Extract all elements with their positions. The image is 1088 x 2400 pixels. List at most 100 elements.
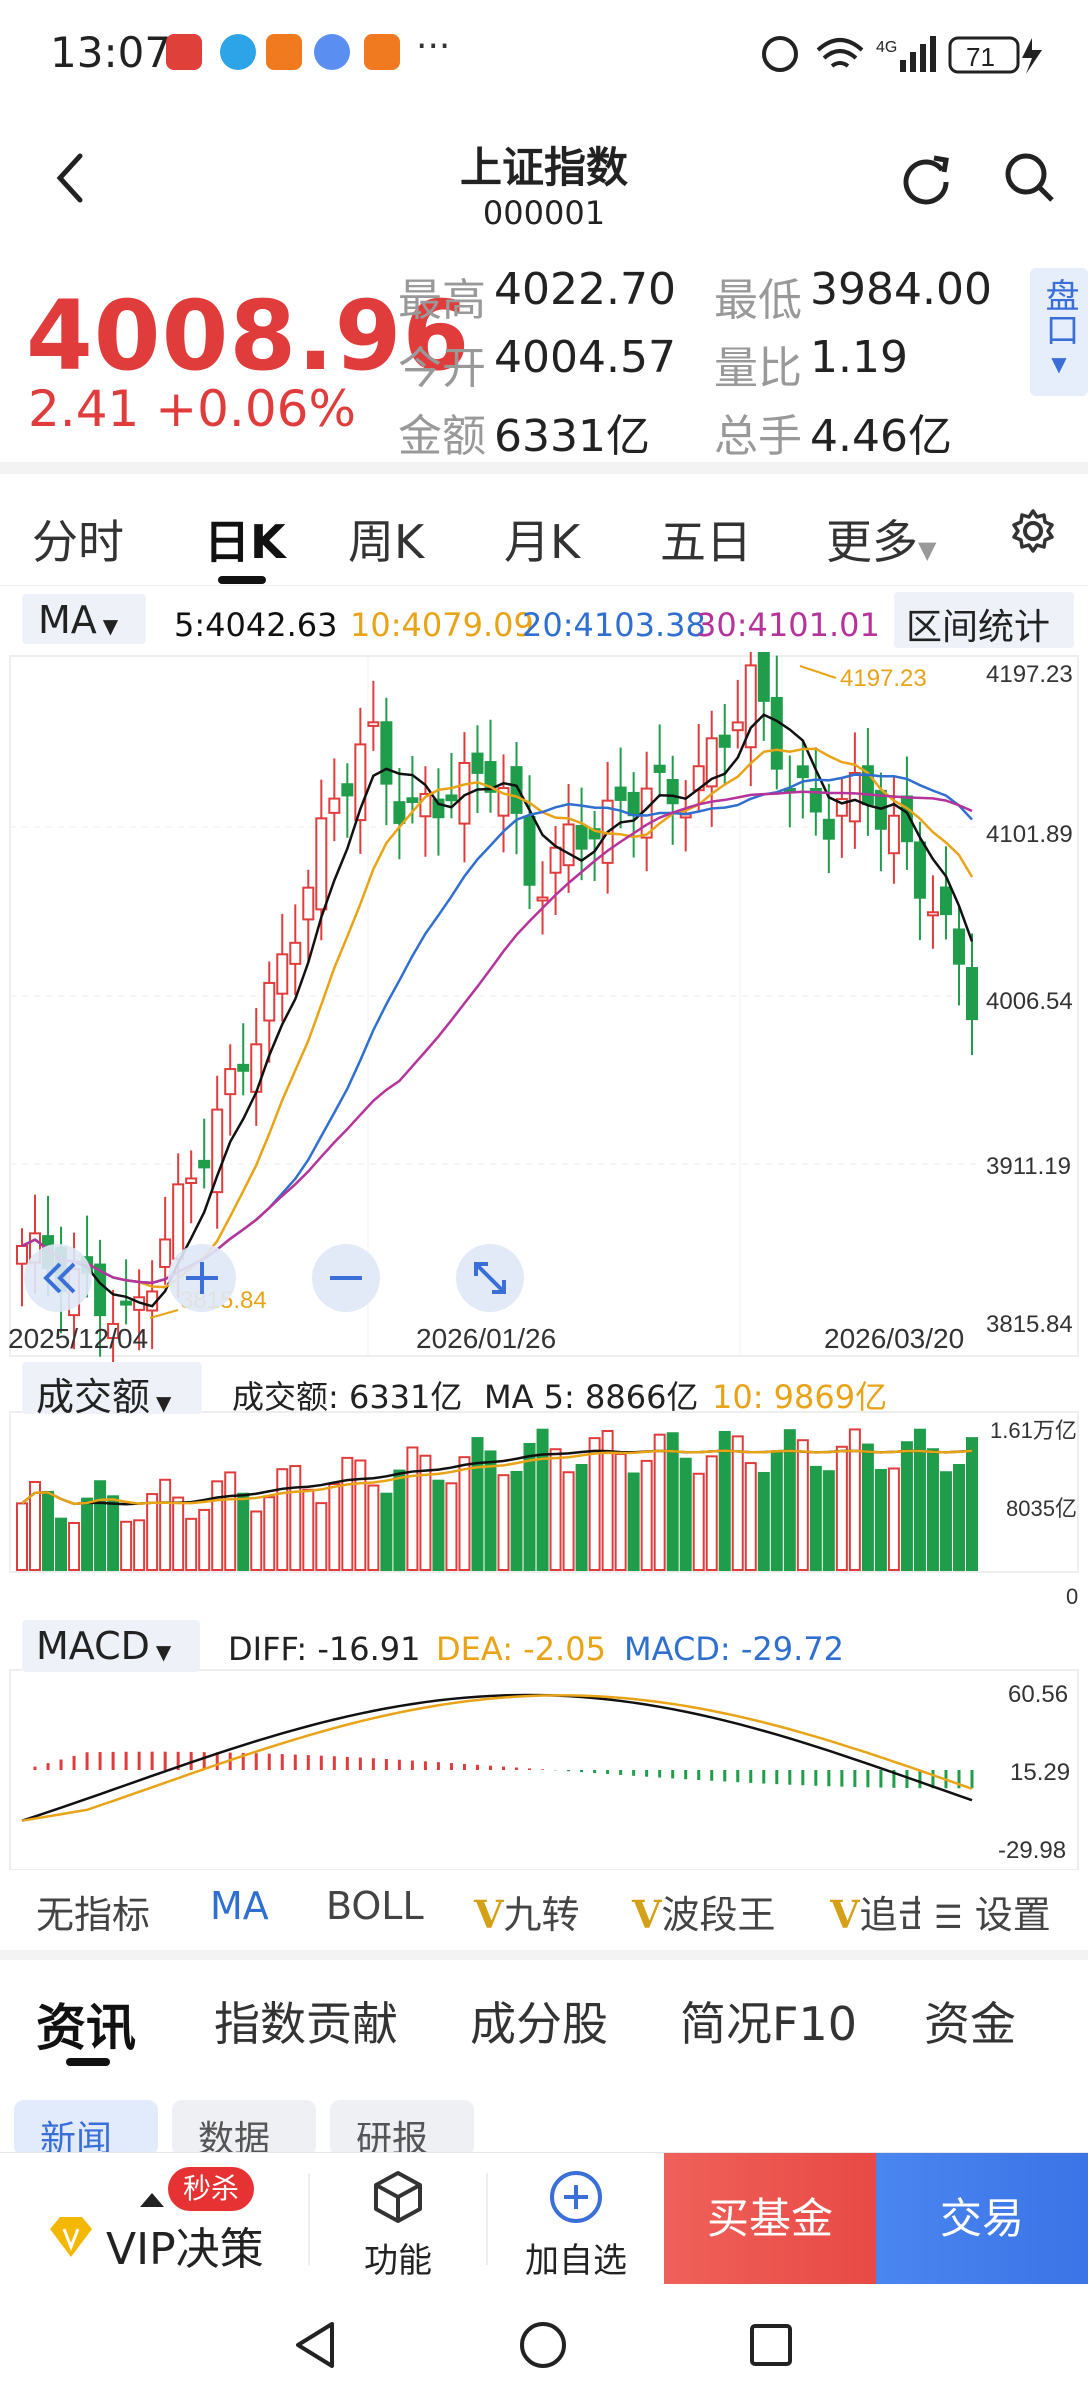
zoom-out-button[interactable]: [312, 1244, 380, 1312]
tab-news-info[interactable]: 资讯: [36, 1999, 136, 2057]
tab-more[interactable]: 更多▼: [826, 506, 936, 572]
ma5-value: 5:4042.63: [174, 606, 338, 644]
indicator-nine-turn[interactable]: V九转: [474, 1884, 580, 1939]
trade-button[interactable]: 交易: [876, 2153, 1088, 2285]
indicator-selector-ma[interactable]: MA ▼: [22, 594, 146, 644]
open-value: 4004.57: [494, 332, 676, 383]
volume-bar: [887, 1467, 900, 1572]
period-tabs: 分时 日K 周K 月K 五日 更多▼: [0, 476, 1088, 586]
candle-body: [263, 981, 276, 1022]
settings-gear-icon[interactable]: [1010, 508, 1056, 554]
indicator-nine-turn-label: 九转: [503, 1893, 580, 1937]
add-watchlist-button[interactable]: 加自选: [488, 2153, 664, 2285]
macd-value: MACD: -29.72: [624, 1630, 845, 1668]
volume-bar: [367, 1484, 380, 1571]
volume-selector[interactable]: 成交额 ▼: [22, 1362, 202, 1419]
chip-news[interactable]: 新闻: [14, 2100, 158, 2156]
vip-decision-button[interactable]: VIP决策 秒杀: [0, 2153, 308, 2285]
volume-amount: 成交额: 6331亿: [232, 1378, 463, 1416]
x-axis-label: 2026/01/26: [416, 1323, 556, 1354]
tab-daily-k[interactable]: 日K: [204, 515, 286, 569]
dropdown-icon: ▼: [918, 536, 937, 564]
pankou-button[interactable]: 盘口 ▼: [1030, 268, 1088, 396]
volume-bar: [913, 1428, 926, 1571]
volume-bar: [744, 1462, 757, 1571]
candle-body: [432, 798, 445, 819]
tab-constituents[interactable]: 成分股: [470, 1997, 608, 2051]
max-annotation: 4197.23: [840, 665, 927, 692]
vip-v-icon: V: [830, 1892, 860, 1937]
function-button[interactable]: 功能: [310, 2153, 486, 2285]
volume-bar: [315, 1502, 328, 1572]
vip-v-icon: V: [474, 1892, 504, 1937]
indicator-none[interactable]: 无指标: [36, 1893, 151, 1937]
home-nav-icon[interactable]: [518, 2320, 568, 2370]
candle-body: [315, 817, 328, 911]
macd-frame: [9, 1669, 1079, 1870]
low-label: 最低: [714, 275, 802, 326]
back-icon[interactable]: [50, 150, 90, 206]
battery-icon: [948, 36, 1020, 74]
indicator-band-king[interactable]: V波段王: [632, 1884, 776, 1939]
y-axis-label: 4197.23: [986, 661, 1073, 688]
search-icon[interactable]: [1002, 150, 1058, 206]
settings-list-icon: ☰: [934, 1898, 963, 1936]
refresh-icon[interactable]: [898, 150, 954, 206]
tab-capital[interactable]: 资金: [924, 1997, 1016, 2051]
recents-nav-icon[interactable]: [748, 2322, 794, 2368]
tab-weekly-k[interactable]: 周K: [348, 515, 425, 569]
kline-chart-area[interactable]: 4197.23 4101.89 4006.54 3911.19 3815.84 …: [0, 652, 1088, 1870]
interval-stats-button[interactable]: 区间统计: [894, 592, 1074, 648]
macd-y-label: -29.98: [998, 1837, 1066, 1864]
candle-body: [159, 1238, 172, 1268]
candle-body: [575, 824, 588, 850]
ma30-value: 30:4101.01: [696, 606, 880, 644]
candle-body: [172, 1183, 185, 1260]
volume-bar: [419, 1454, 432, 1571]
volume-bar: [146, 1493, 159, 1571]
volume-bar: [835, 1445, 848, 1571]
macd-histogram: [33, 1751, 974, 1789]
tab-index-contribution[interactable]: 指数贡献: [214, 1997, 398, 2051]
volume-bar: [562, 1471, 575, 1571]
y-axis-label: 3911.19: [986, 1153, 1071, 1180]
chip-research[interactable]: 研报: [330, 2100, 474, 2156]
tab-monthly-k[interactable]: 月K: [504, 515, 581, 569]
status-icons: 4G 71: [762, 36, 1042, 74]
buy-fund-button[interactable]: 买基金: [664, 2153, 876, 2285]
candle-body: [939, 886, 952, 916]
divider: [308, 2173, 310, 2265]
indicator-settings[interactable]: ☰ 设置: [934, 1884, 1051, 1939]
volume-bar: [68, 1522, 81, 1572]
macd-selector[interactable]: MACD ▼: [22, 1620, 200, 1672]
svg-text:71: 71: [966, 42, 995, 72]
candle-body: [484, 761, 497, 793]
chip-data[interactable]: 数据: [172, 2100, 316, 2156]
volume-bar: [406, 1446, 419, 1571]
back-nav-icon[interactable]: [292, 2320, 338, 2370]
diamond-icon: [50, 2217, 92, 2257]
indicator-chase[interactable]: V追击: [830, 1884, 920, 1939]
last-price: 4008.96: [26, 280, 471, 392]
volume-bar: [731, 1435, 744, 1571]
status-bar: 13:07 ··· 4G 71: [0, 0, 1088, 112]
zoom-in-button[interactable]: [168, 1244, 236, 1312]
tab-intraday[interactable]: 分时: [32, 515, 124, 569]
volume-y-label: 8035亿: [1006, 1496, 1077, 1521]
indicator-ma[interactable]: MA: [210, 1884, 269, 1928]
tab-five-day[interactable]: 五日: [660, 515, 752, 569]
candle-body: [393, 801, 406, 824]
indicator-settings-label: 设置: [974, 1893, 1051, 1937]
candle-body: [705, 737, 718, 788]
scroll-left-button[interactable]: [24, 1244, 92, 1312]
volume-bar: [29, 1481, 42, 1572]
ma-legend-bar: MA ▼ 5:4042.63 10:4079.09 20:4103.38 30:4…: [0, 592, 1088, 652]
volume-bar: [757, 1471, 770, 1571]
macd-diff: DIFF: -16.91: [228, 1630, 421, 1668]
fullscreen-button[interactable]: [456, 1244, 524, 1312]
volume-bar: [16, 1502, 28, 1572]
tab-profile-f10[interactable]: 简况F10: [680, 1997, 857, 2051]
macd-selector-label: MACD: [36, 1624, 150, 1668]
app-notification-icon-2: [266, 34, 302, 70]
indicator-boll[interactable]: BOLL: [326, 1884, 424, 1928]
